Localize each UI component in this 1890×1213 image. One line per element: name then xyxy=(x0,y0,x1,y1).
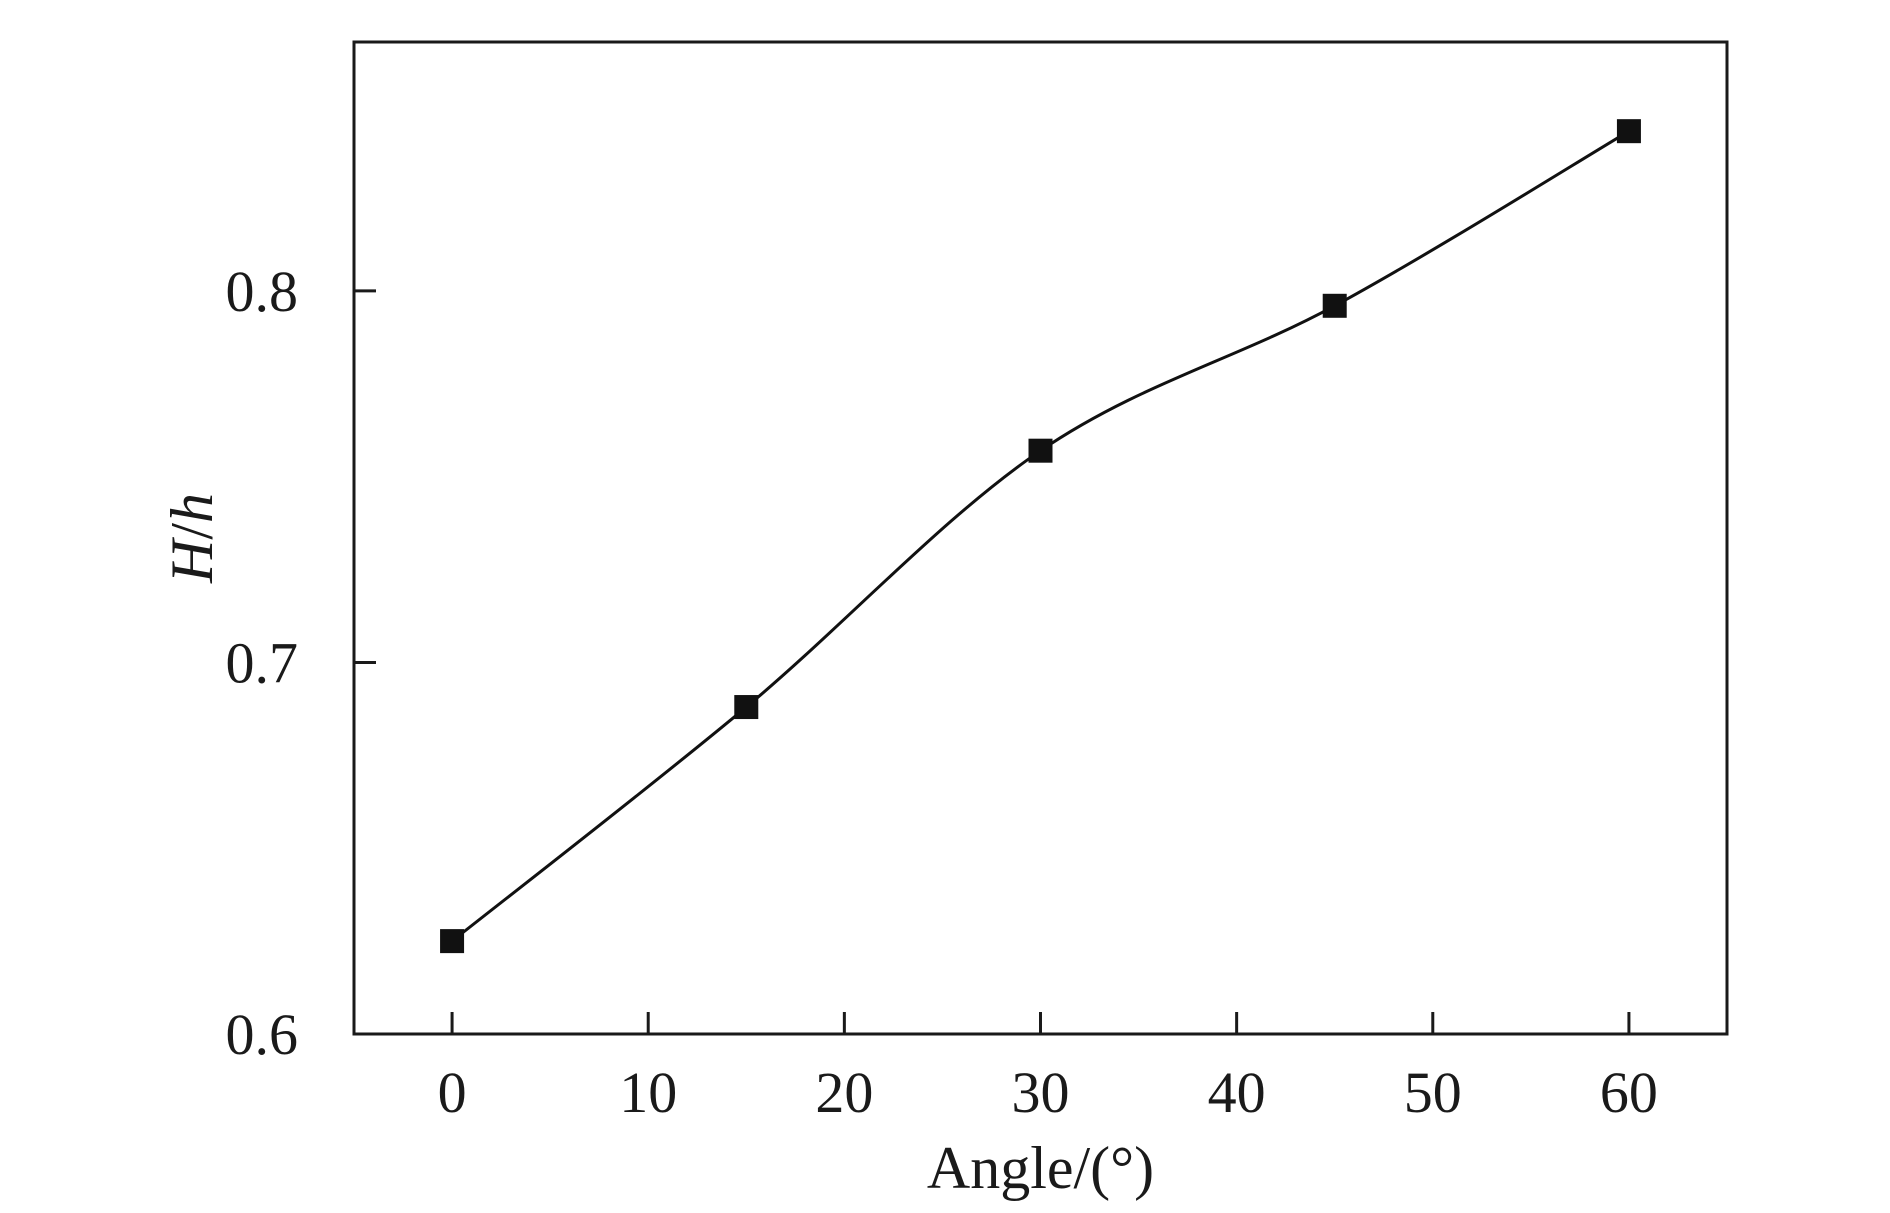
x-tick-label: 0 xyxy=(438,1060,467,1125)
x-tick-label: 30 xyxy=(1012,1060,1070,1125)
x-tick-label: 10 xyxy=(619,1060,677,1125)
x-tick-label: 40 xyxy=(1208,1060,1266,1125)
data-point-square xyxy=(440,929,465,954)
data-point-square xyxy=(1028,438,1053,463)
y-axis-title-part: / xyxy=(159,523,225,540)
plot-frame xyxy=(352,40,1729,1036)
y-tick-label: 0.6 xyxy=(226,1002,299,1067)
x-tick-label: 20 xyxy=(815,1060,873,1125)
y-axis-title-part: h xyxy=(159,493,225,523)
x-axis-title: Angle/(°) xyxy=(927,1135,1154,1201)
x-tick-label: 50 xyxy=(1404,1060,1462,1125)
data-point-square xyxy=(1616,119,1641,144)
y-tick-label: 0.7 xyxy=(226,630,299,695)
y-axis-title-part: H xyxy=(159,536,225,584)
data-point-square xyxy=(734,695,759,720)
y-tick-label: 0.8 xyxy=(226,259,299,324)
x-tick-label: 60 xyxy=(1600,1060,1658,1125)
y-axis-title: H/h xyxy=(159,493,225,584)
data-point-square xyxy=(1322,293,1347,318)
series-line xyxy=(451,129,1630,943)
